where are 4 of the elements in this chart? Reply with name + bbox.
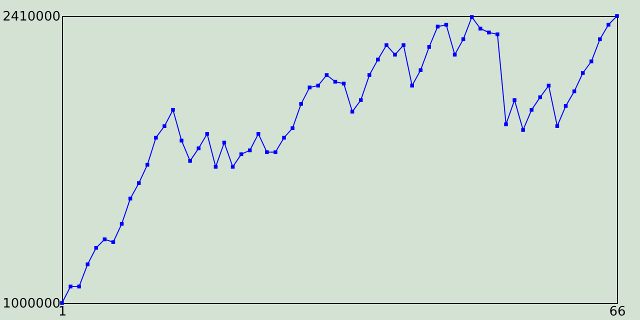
x-tick-label: 66 — [609, 304, 626, 320]
y-tick-label: 1000000 — [2, 296, 60, 312]
y-tick-label: 2410000 — [2, 10, 60, 24]
x-tick-label: 1 — [58, 304, 67, 320]
